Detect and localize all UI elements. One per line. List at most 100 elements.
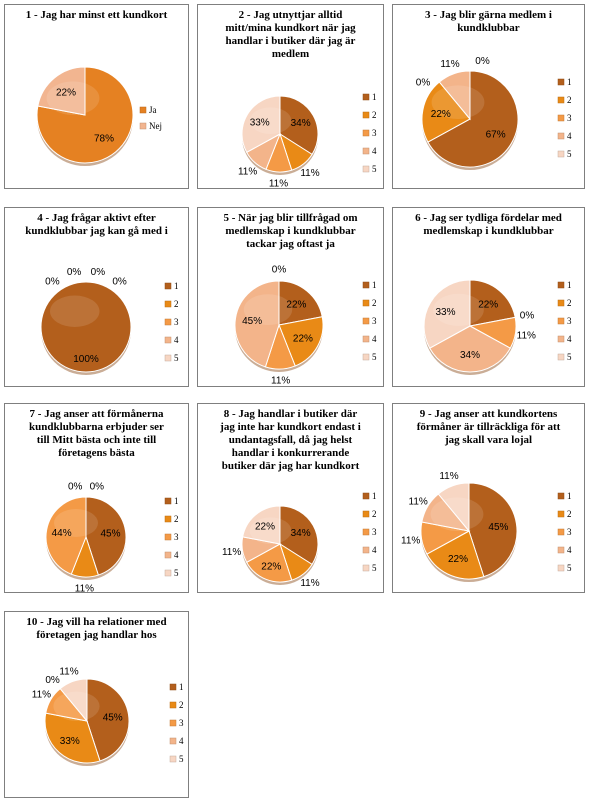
- legend-swatch-4: [169, 737, 177, 745]
- data-label-4: 11%: [222, 547, 241, 558]
- data-label-2: 0%: [520, 311, 535, 322]
- data-label-nej: 22%: [56, 88, 76, 99]
- legend-swatch-3: [557, 114, 565, 122]
- legend-label-1: 1: [567, 491, 572, 501]
- chart-title: 8 - Jag handlar i butiker där jag inte h…: [220, 408, 361, 472]
- data-label-4: 0%: [45, 675, 60, 686]
- legend-label-2: 2: [174, 514, 179, 524]
- legend-label-nej: Nej: [149, 121, 162, 131]
- pie-slice-1: [469, 279, 516, 327]
- legend-label-3: 3: [372, 527, 377, 537]
- legend-label-2: 2: [567, 298, 572, 308]
- data-label-5: 33%: [250, 118, 270, 129]
- legend-label-3: 3: [567, 316, 572, 326]
- legend-label-3: 3: [174, 317, 179, 327]
- legend-label-5: 5: [372, 164, 377, 174]
- chart-panel-5: 5 - När jag blir tillfrågad om medlemska…: [197, 207, 384, 387]
- pie-highlight: [433, 293, 484, 326]
- pie-chart: 22% 0% 11% 34% 33% 1 2 3 4 5: [423, 279, 572, 375]
- pie-slice-4: [234, 280, 280, 368]
- data-label-5: 22%: [255, 521, 275, 532]
- legend-swatch-5: [362, 564, 370, 572]
- chart-title: 6 - Jag ser tydliga fördelar med medlems…: [415, 212, 562, 237]
- data-label-3: 11%: [517, 330, 536, 341]
- data-label-3: 44%: [52, 528, 72, 539]
- legend-swatch-2: [557, 510, 565, 518]
- legend-label-1: 1: [567, 77, 572, 87]
- legend-swatch-1: [557, 281, 565, 289]
- legend-label-1: 1: [372, 280, 377, 290]
- legend-swatch-5: [557, 353, 565, 361]
- chart-panel-4: 4 - Jag frågar aktivt efter kundklubbar …: [4, 207, 189, 387]
- chart-title: 1 - Jag har minst ett kundkort: [25, 9, 168, 21]
- chart-panel-8: 8 - Jag handlar i butiker där jag inte h…: [197, 403, 384, 593]
- legend-label-ja: Ja: [149, 105, 157, 115]
- legend-swatch-5: [164, 354, 172, 362]
- pie-slice-2: [426, 530, 485, 580]
- pie-slice-5: [242, 505, 281, 545]
- pie-highlight: [46, 81, 100, 115]
- legend-swatch-2: [169, 701, 177, 709]
- pie-highlight: [50, 295, 100, 327]
- legend-swatch-3: [362, 528, 370, 536]
- legend-label-3: 3: [567, 113, 572, 123]
- legend-label-3: 3: [179, 718, 184, 728]
- legend-swatch-3: [164, 533, 172, 541]
- legend-label-3: 3: [372, 316, 377, 326]
- data-label-5: 0%: [112, 276, 127, 287]
- pie-slice-1: [40, 281, 132, 373]
- legend-label-1: 1: [372, 92, 377, 102]
- pie-chart: 45% 11% 44% 0% 0% 1 2 3 4 5: [45, 482, 179, 595]
- legend-label-4: 4: [372, 146, 377, 156]
- legend-swatch-3: [557, 317, 565, 325]
- legend-label-5: 5: [179, 754, 184, 764]
- pie-highlight: [430, 497, 484, 531]
- data-label-2: 33%: [60, 736, 80, 747]
- pie-chart: 45% 22% 11% 11% 11% 1 2 3 4 5: [401, 471, 572, 582]
- pie-slice-3: [45, 496, 87, 575]
- legend-swatch-4: [557, 335, 565, 343]
- legend-swatch-1: [362, 281, 370, 289]
- data-label-3: 0%: [416, 77, 431, 88]
- legend-swatch-4: [362, 546, 370, 554]
- legend-label-1: 1: [372, 491, 377, 501]
- data-label-1: 45%: [103, 712, 123, 723]
- data-label-5: 33%: [435, 307, 455, 318]
- legend-swatch-5: [362, 165, 370, 173]
- legend-label-1: 1: [174, 496, 179, 506]
- pie-highlight: [249, 107, 292, 134]
- data-label-1: 67%: [486, 130, 506, 141]
- chart-title: 10 - Jag vill ha relationer med företage…: [26, 616, 167, 641]
- legend-label-5: 5: [567, 352, 572, 362]
- pie-slice-3: [246, 543, 293, 583]
- pie-slice-1: [278, 280, 323, 326]
- legend-swatch-5: [557, 564, 565, 572]
- legend-label-4: 4: [174, 335, 179, 345]
- legend-label-4: 4: [372, 334, 377, 344]
- chart-title: 4 - Jag frågar aktivt efter kundklubbar …: [25, 212, 168, 237]
- legend-label-4: 4: [174, 550, 179, 560]
- legend-label-2: 2: [567, 509, 572, 519]
- legend-label-1: 1: [174, 281, 179, 291]
- legend-label-4: 4: [372, 545, 377, 555]
- legend-label-5: 5: [174, 353, 179, 363]
- legend-swatch-4: [362, 335, 370, 343]
- legend-swatch-1: [362, 93, 370, 101]
- legend-swatch-1: [557, 78, 565, 86]
- legend-swatch-1: [164, 497, 172, 505]
- legend-label-2: 2: [372, 509, 377, 519]
- legend-label-4: 4: [179, 736, 184, 746]
- legend-swatch-5: [164, 569, 172, 577]
- pie-highlight: [243, 294, 293, 325]
- data-label-2: 0%: [45, 276, 60, 287]
- legend-swatch-1: [557, 492, 565, 500]
- data-label-4: 11%: [238, 166, 257, 177]
- data-label-2: 11%: [300, 578, 319, 589]
- data-label-4: 45%: [242, 316, 262, 327]
- pie-chart: 78% 22% Ja Nej: [36, 66, 162, 166]
- pie-slice-4: [438, 70, 471, 121]
- legend-label-5: 5: [567, 563, 572, 573]
- legend-label-5: 5: [174, 568, 179, 578]
- chart-title: 2 - Jag utnyttjar alltid mitt/mina kundk…: [225, 9, 356, 60]
